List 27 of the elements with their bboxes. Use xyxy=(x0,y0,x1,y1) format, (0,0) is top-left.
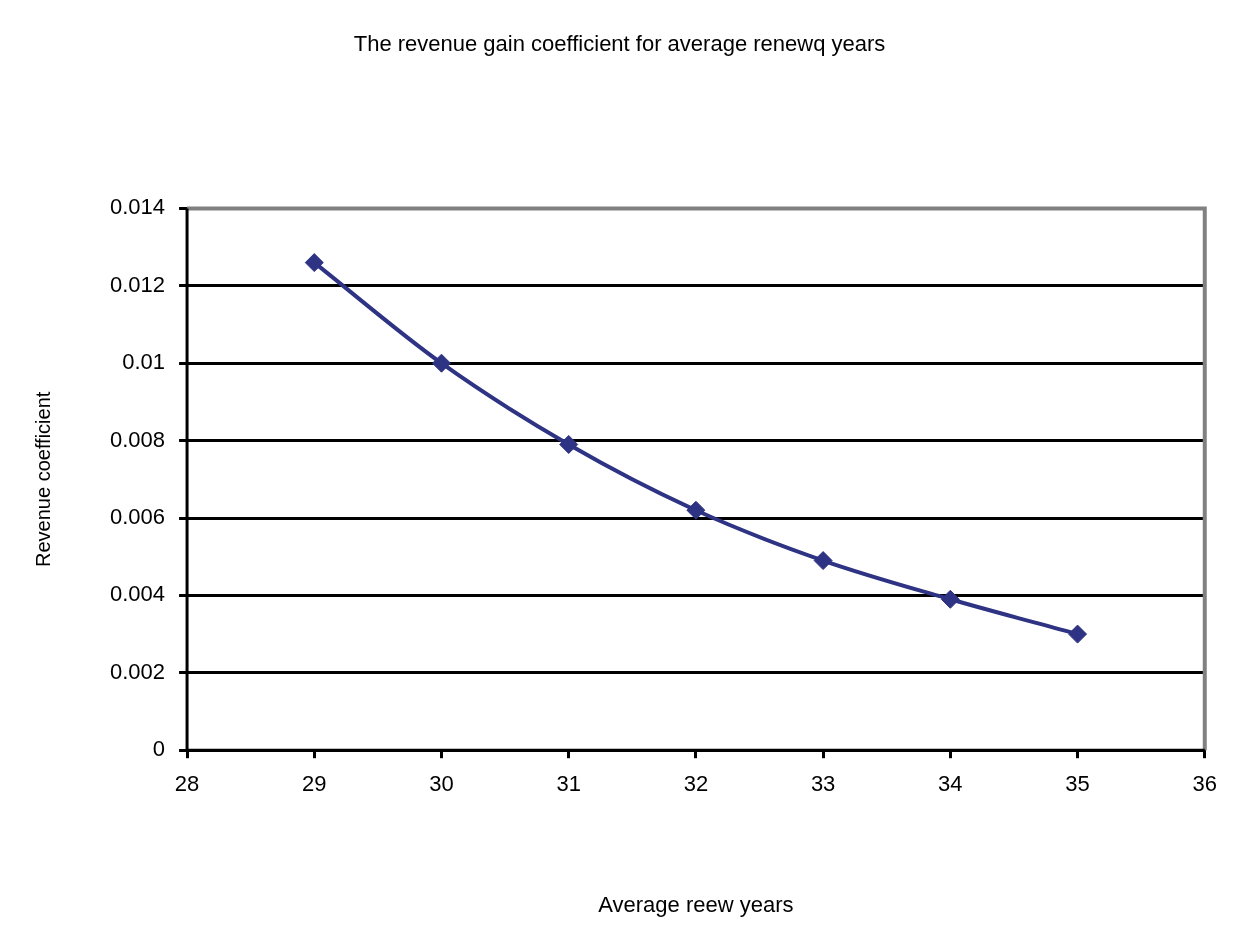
y-tick-label: 0.006 xyxy=(109,504,166,530)
y-tick-label: 0.01 xyxy=(122,349,166,375)
x-tick-label: 28 xyxy=(174,771,200,797)
x-tick-label: 31 xyxy=(556,771,581,797)
point xyxy=(940,589,960,609)
point xyxy=(1068,624,1088,644)
point xyxy=(813,551,833,571)
x-tick-label: 35 xyxy=(1065,771,1090,797)
x-tick-label: 30 xyxy=(429,771,454,797)
point xyxy=(686,500,706,520)
chart-title: The revenue gain coefficient for average renewq years xyxy=(353,31,886,57)
x-tick-label: 34 xyxy=(938,771,963,797)
x-tick-label: 36 xyxy=(1192,771,1218,797)
y-tick-label: 0.014 xyxy=(109,194,166,220)
y-tick-label: 0.008 xyxy=(109,426,166,452)
x-tick-label: 32 xyxy=(683,771,709,797)
y-tick-label: 0.012 xyxy=(109,271,166,297)
x-tick-label: 29 xyxy=(302,771,327,797)
y-axis-title: Revenue coefficient xyxy=(31,391,54,567)
point xyxy=(304,253,324,273)
x-tick-label: 33 xyxy=(810,771,836,797)
x-axis-title: Average reew years xyxy=(598,891,794,917)
point xyxy=(431,353,451,373)
y-tick-label: 0.004 xyxy=(109,581,166,607)
point xyxy=(559,434,579,454)
y-tick-label: 0.002 xyxy=(109,658,166,684)
y-tick-label: 0 xyxy=(152,736,166,762)
